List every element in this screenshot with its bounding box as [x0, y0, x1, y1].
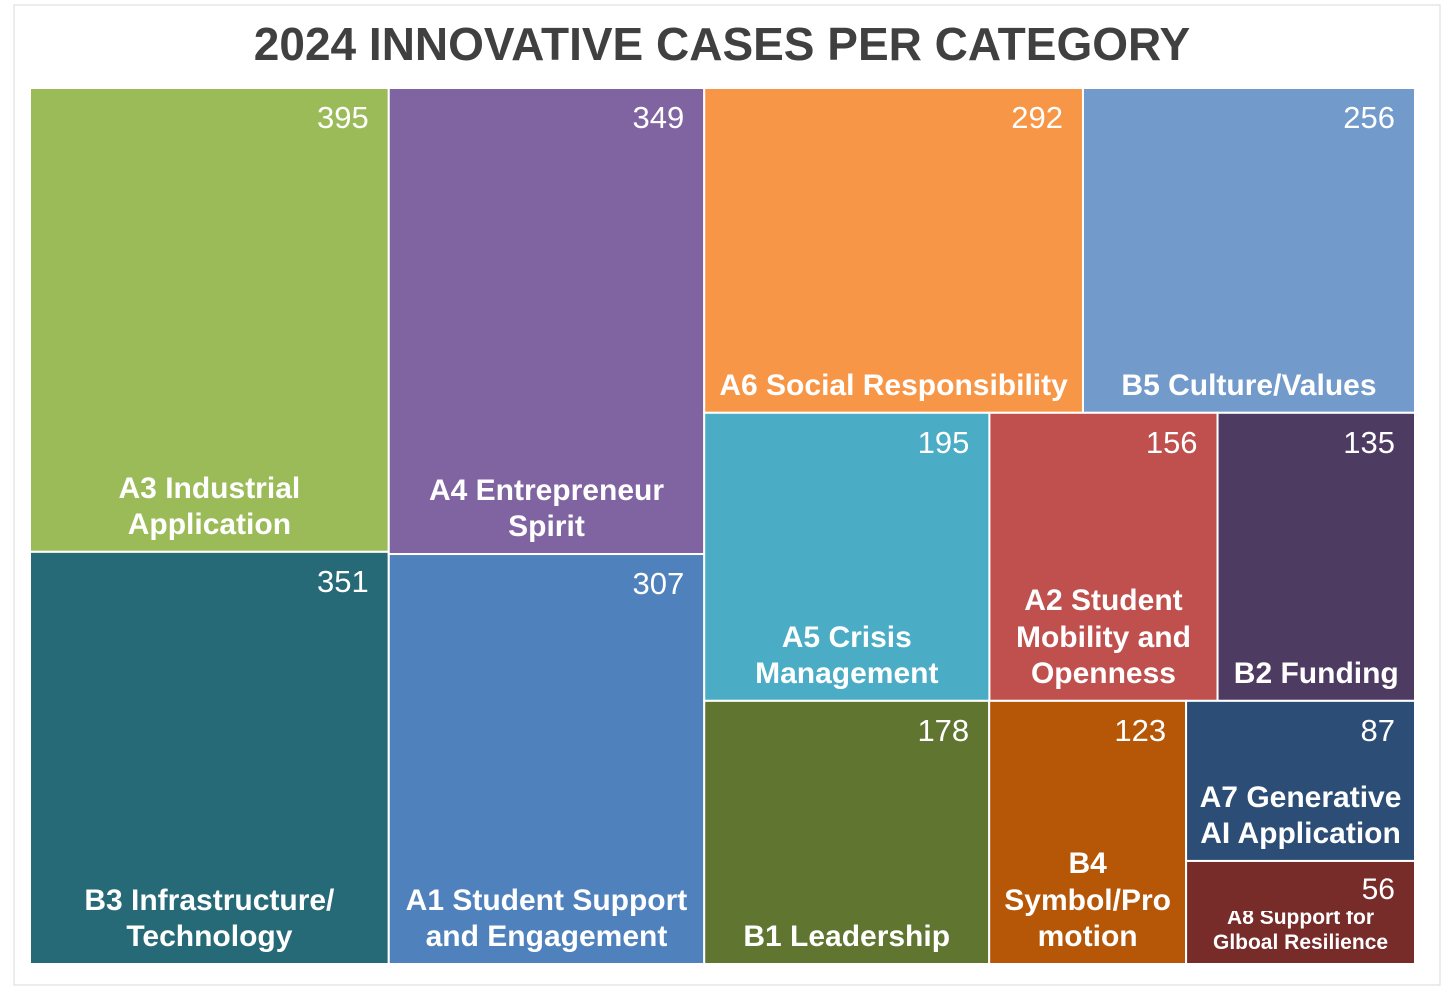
- label-box: A1 Student Support and Engagement: [405, 883, 688, 954]
- label-box: A4 Entrepreneur Spirit: [428, 473, 665, 544]
- tile: [988, 411, 1219, 702]
- tile: [1185, 699, 1417, 862]
- category-label: A1 Student Support and Engagement: [405, 883, 688, 954]
- value-label: 307: [632, 566, 684, 601]
- tile: [703, 411, 991, 702]
- value-label: 123: [1114, 713, 1166, 748]
- category-label: B4 Symbol/Promotion: [1004, 847, 1171, 954]
- value-label: 87: [1361, 713, 1395, 748]
- category-label: A4 Entrepreneur Spirit: [428, 473, 665, 544]
- tile: [29, 550, 390, 966]
- label-box: A5 Crisis Management: [755, 620, 939, 691]
- value-label: 256: [1343, 100, 1395, 135]
- label-box: B3 Infrastructure/ Technology: [84, 883, 335, 954]
- category-label: A8 Support for Glboal Resilience: [1212, 910, 1389, 955]
- category-label: A7 Generative AI Application: [1199, 780, 1402, 851]
- frame: [13, 4, 1441, 986]
- value-label: 178: [917, 713, 969, 748]
- category-label: B3 Infrastructure/ Technology: [84, 883, 335, 954]
- category-label: B2 Funding: [1233, 657, 1399, 691]
- tile: [1081, 87, 1417, 414]
- label-box: A7 Generative AI Application: [1199, 780, 1402, 851]
- tile: [1216, 411, 1417, 702]
- value-label: 351: [317, 564, 369, 599]
- tile: [703, 699, 991, 965]
- tile: [988, 699, 1188, 965]
- value-label: 349: [632, 100, 684, 135]
- value-label: 56: [1362, 873, 1395, 906]
- label-box: B2 Funding: [1233, 657, 1399, 691]
- label-box: A2 Student Mobility and Openness: [1015, 584, 1191, 691]
- tile: [1185, 859, 1417, 965]
- chart-title: 2024 INNOVATIVE CASES PER CATEGORY: [254, 18, 1190, 70]
- label-box: B1 Leadership: [743, 920, 951, 954]
- value-label: 195: [918, 425, 970, 460]
- label-box: A8 Support for Glboal Resilience: [1212, 910, 1389, 955]
- category-label: B5 Culture/Values: [1121, 369, 1377, 403]
- label-box: A6 Social Responsibility: [719, 369, 1068, 403]
- tile: [387, 87, 706, 556]
- value-label: 135: [1343, 425, 1395, 460]
- value-label: 292: [1011, 100, 1063, 135]
- value-label: 156: [1146, 425, 1198, 460]
- category-label: A2 Student Mobility and Openness: [1015, 584, 1191, 691]
- value-label: 395: [317, 100, 369, 135]
- label-box: A3 Industrial Application: [118, 471, 301, 542]
- category-label: A3 Industrial Application: [118, 471, 301, 542]
- category-label: A6 Social Responsibility: [719, 369, 1068, 403]
- tile: [29, 87, 390, 553]
- label-box: B4 Symbol/Promotion: [1004, 847, 1171, 954]
- category-label: A5 Crisis Management: [755, 620, 939, 691]
- category-label: B1 Leadership: [743, 920, 951, 954]
- label-box: B5 Culture/Values: [1121, 369, 1377, 403]
- tile: [387, 553, 706, 965]
